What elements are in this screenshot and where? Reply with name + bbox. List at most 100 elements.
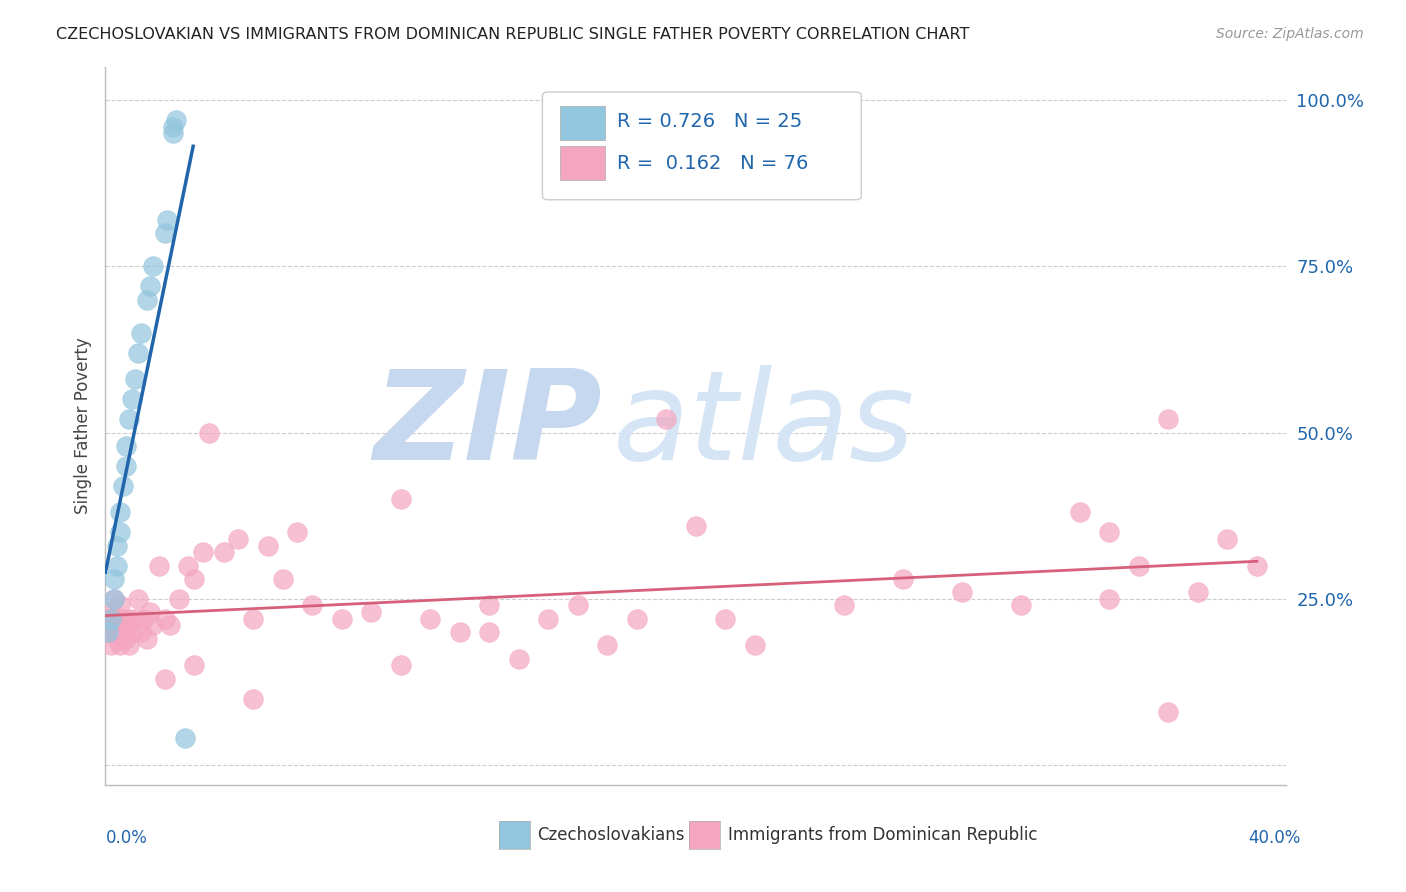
Point xyxy=(950,585,973,599)
Point xyxy=(110,638,132,652)
Point xyxy=(360,605,382,619)
Text: 40.0%: 40.0% xyxy=(1249,830,1301,847)
Point xyxy=(301,599,323,613)
Point xyxy=(110,505,132,519)
Point xyxy=(1010,599,1032,613)
Point xyxy=(449,625,471,640)
Point xyxy=(112,612,135,626)
Point xyxy=(1187,585,1209,599)
Point xyxy=(129,625,152,640)
Point xyxy=(121,392,143,407)
FancyBboxPatch shape xyxy=(560,146,605,180)
Point xyxy=(183,572,205,586)
Point xyxy=(118,612,141,626)
Point xyxy=(191,545,214,559)
Point xyxy=(115,632,138,646)
Point xyxy=(537,612,560,626)
Point xyxy=(174,731,197,746)
Point xyxy=(105,632,128,646)
Y-axis label: Single Father Poverty: Single Father Poverty xyxy=(73,337,91,515)
Point xyxy=(389,491,412,506)
Point xyxy=(156,212,179,227)
Point xyxy=(169,591,191,606)
Point xyxy=(1157,705,1180,719)
Point xyxy=(103,591,125,606)
Point xyxy=(165,113,187,128)
Point xyxy=(118,638,141,652)
Point xyxy=(127,346,149,360)
Point xyxy=(228,532,250,546)
Point xyxy=(124,372,146,386)
Text: ZIP: ZIP xyxy=(373,366,602,486)
Point xyxy=(162,127,184,141)
Text: R = 0.726   N = 25: R = 0.726 N = 25 xyxy=(617,112,801,131)
Point xyxy=(567,599,589,613)
Point xyxy=(115,458,138,473)
Point xyxy=(626,612,648,626)
Text: Czechoslovakians: Czechoslovakians xyxy=(537,826,685,844)
Point xyxy=(100,605,122,619)
Point xyxy=(153,612,176,626)
Point xyxy=(508,651,530,665)
Point xyxy=(110,618,132,632)
Point xyxy=(105,612,128,626)
Point xyxy=(1216,532,1239,546)
Text: atlas: atlas xyxy=(613,366,915,486)
Point xyxy=(97,612,120,626)
Text: Source: ZipAtlas.com: Source: ZipAtlas.com xyxy=(1216,27,1364,41)
Point xyxy=(112,625,135,640)
Point xyxy=(1246,558,1268,573)
Point xyxy=(148,558,170,573)
Point xyxy=(1098,591,1121,606)
Point xyxy=(183,658,205,673)
Point xyxy=(1128,558,1150,573)
Point xyxy=(100,612,122,626)
Point xyxy=(478,599,501,613)
Point xyxy=(142,260,165,274)
Point xyxy=(655,412,678,426)
Point xyxy=(891,572,914,586)
Point xyxy=(153,672,176,686)
Point xyxy=(118,412,141,426)
Point xyxy=(212,545,235,559)
Point xyxy=(100,618,122,632)
Text: Immigrants from Dominican Republic: Immigrants from Dominican Republic xyxy=(728,826,1038,844)
Point xyxy=(257,539,280,553)
Point xyxy=(110,525,132,540)
Point xyxy=(138,605,162,619)
Point xyxy=(112,479,135,493)
Point xyxy=(115,618,138,632)
Point xyxy=(714,612,737,626)
Point xyxy=(105,539,128,553)
Text: 0.0%: 0.0% xyxy=(105,830,148,847)
Point xyxy=(197,425,219,440)
Point xyxy=(129,326,152,340)
Point xyxy=(1098,525,1121,540)
Point xyxy=(97,625,120,640)
Point xyxy=(478,625,501,640)
Point xyxy=(330,612,353,626)
Point xyxy=(103,591,125,606)
Point xyxy=(1069,505,1091,519)
Point xyxy=(115,439,138,453)
Point xyxy=(744,638,766,652)
Point xyxy=(242,612,264,626)
Point xyxy=(103,572,125,586)
Point xyxy=(419,612,441,626)
Point xyxy=(832,599,855,613)
Point xyxy=(142,618,165,632)
Point xyxy=(287,525,309,540)
Point xyxy=(159,618,181,632)
Point xyxy=(132,612,155,626)
Point xyxy=(271,572,294,586)
Point xyxy=(153,226,176,240)
Point xyxy=(162,120,184,134)
Point xyxy=(105,558,128,573)
Point xyxy=(121,625,143,640)
Point xyxy=(389,658,412,673)
Point xyxy=(242,691,264,706)
Point xyxy=(110,599,132,613)
Point xyxy=(100,638,122,652)
Point xyxy=(685,518,707,533)
Point xyxy=(124,612,146,626)
